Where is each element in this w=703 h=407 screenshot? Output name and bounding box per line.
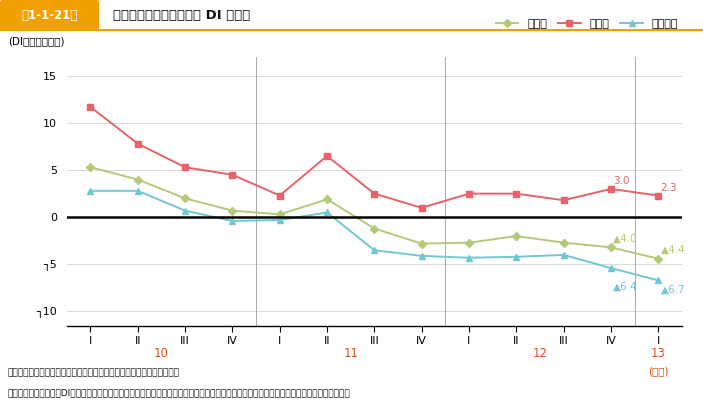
Text: 2.3: 2.3 (661, 183, 677, 193)
Legend: 全産業, 製造業, 非製造業: 全産業, 製造業, 非製造業 (492, 14, 683, 33)
Text: 資料：中小企業庁・（独）中小企業基盤整備機構「中小企業景況調査」: 資料：中小企業庁・（独）中小企業基盤整備機構「中小企業景況調査」 (7, 368, 179, 377)
Text: （注）　従業員過不足DIは、今期の従業員数が「過剘」と答えた企業の割合（％）から、「不足」と答えた企業の割合（％）を引いたもの。: （注） 従業員過不足DIは、今期の従業員数が「過剘」と答えた企業の割合（％）から… (7, 389, 350, 398)
Text: 中小企業の従業員過不足 DI の推移: 中小企業の従業員過不足 DI の推移 (113, 9, 250, 22)
Text: 11: 11 (343, 347, 359, 360)
FancyBboxPatch shape (0, 0, 99, 31)
Text: ▲4.4: ▲4.4 (661, 245, 685, 255)
Text: 10: 10 (154, 347, 169, 360)
Text: 12: 12 (532, 347, 548, 360)
Text: (DI、今期の水準): (DI、今期の水準) (8, 36, 65, 46)
Text: 13: 13 (651, 347, 666, 360)
Text: ▲6.4: ▲6.4 (613, 282, 638, 292)
Text: 3.0: 3.0 (613, 176, 630, 186)
Text: (年期): (年期) (648, 366, 669, 376)
Text: ▲4.0: ▲4.0 (613, 234, 638, 244)
Text: ▲6.7: ▲6.7 (661, 285, 685, 295)
Text: ㄄1-1-21図: ㄄1-1-21図 (21, 9, 77, 22)
